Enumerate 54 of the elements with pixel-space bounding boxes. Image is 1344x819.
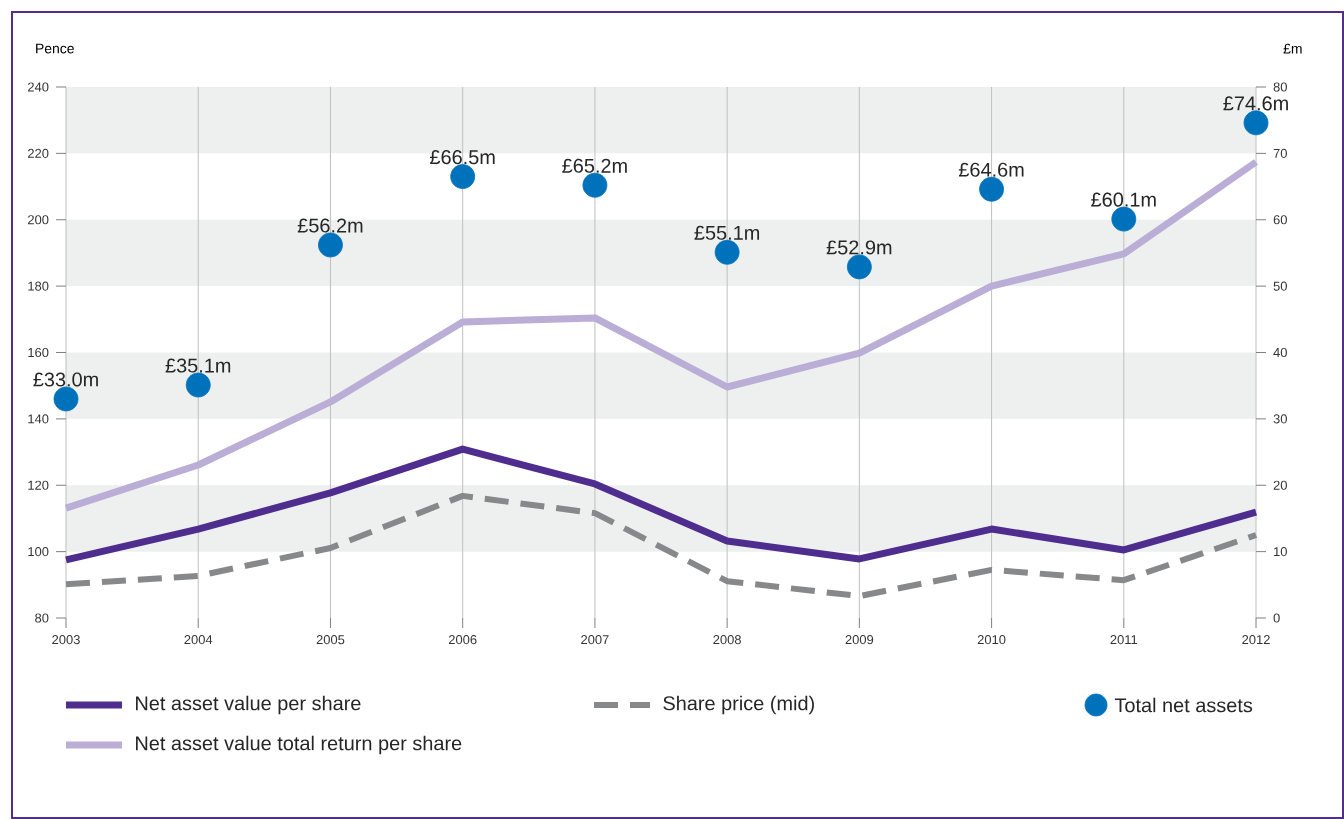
data-label: £66.5m: [430, 150, 495, 165]
y-tick-label: 100: [28, 547, 49, 557]
y2-tick-label: 50: [1273, 281, 1287, 291]
data-label: £65.2m: [562, 158, 627, 173]
x-tick-label: 2011: [1110, 635, 1138, 645]
x-tick-label: 2006: [448, 635, 477, 645]
x-tick-label: 2012: [1242, 635, 1270, 645]
data-label: £55.1m: [694, 225, 760, 240]
y-tick-label: 80: [35, 613, 49, 623]
x-tick-label: 2010: [977, 635, 1006, 645]
y2-tick-label: 80: [1273, 82, 1287, 92]
point: [318, 232, 343, 258]
y2-tick-label: 40: [1273, 347, 1287, 358]
y2-tick-label: 10: [1274, 547, 1287, 557]
y-tick-label: 220: [28, 148, 49, 158]
y-tick-label: 240: [28, 82, 49, 92]
y-tick-label: 160: [28, 347, 49, 358]
y-tick-label: 180: [28, 281, 49, 291]
legend-label: Net asset value per share: [136, 695, 361, 715]
x-tick-label: 2009: [845, 635, 874, 645]
x-tick-label: 2008: [713, 635, 741, 645]
legend-label: Net asset value total return per share: [136, 735, 462, 755]
point: [450, 164, 476, 189]
y-axis-title: Pence: [36, 43, 74, 54]
y2-tick-label: 70: [1273, 148, 1287, 158]
point: [1243, 110, 1269, 136]
legend-label: Share price (mid): [663, 695, 814, 715]
data-label: £74.6m: [1223, 96, 1288, 111]
x-tick-label: 2004: [184, 635, 213, 645]
data-label: £33.0m: [33, 372, 98, 387]
point: [714, 239, 740, 265]
y2-tick-label: 0: [1273, 613, 1280, 623]
point: [185, 372, 211, 398]
y2-tick-label: 30: [1273, 414, 1287, 424]
y2-axis-title: £m: [1283, 43, 1302, 54]
data-label: £52.9m: [826, 240, 892, 255]
point: [1111, 206, 1137, 232]
y-tick-label: 200: [28, 215, 49, 225]
data-label: £35.1m: [165, 358, 231, 373]
x-tick-label: 2003: [52, 635, 80, 645]
point: [846, 254, 872, 280]
point: [979, 176, 1004, 202]
point: [53, 386, 79, 412]
y-tick-label: 120: [28, 480, 49, 490]
legend-label: Total net assets: [1114, 697, 1253, 713]
x-tick-label: 2005: [316, 635, 345, 645]
x-tick-label: 2007: [581, 635, 609, 645]
y-tick-label: 140: [28, 414, 49, 424]
y2-tick-label: 60: [1273, 215, 1287, 225]
data-label: £60.1m: [1091, 192, 1156, 207]
y2-tick-label: 20: [1273, 480, 1287, 490]
point: [582, 172, 608, 198]
data-label: £56.2m: [297, 218, 363, 233]
data-label: £64.6m: [958, 162, 1024, 177]
